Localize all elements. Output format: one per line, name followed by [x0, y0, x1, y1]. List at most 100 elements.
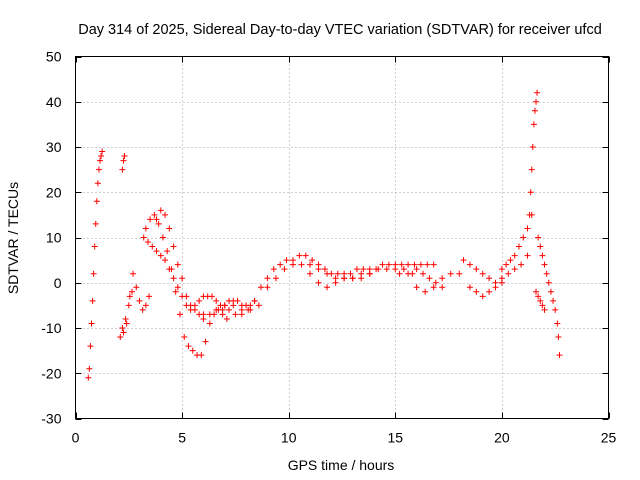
data-point: [473, 266, 480, 273]
data-point: [353, 266, 360, 273]
data-point: [439, 275, 446, 282]
data-point: [272, 275, 279, 282]
data-point: [515, 243, 522, 250]
data-point: [257, 284, 264, 291]
data-point: [341, 275, 348, 282]
data-point: [92, 220, 99, 227]
data-point: [147, 216, 154, 223]
data-point: [420, 270, 427, 277]
data-point: [119, 325, 126, 331]
data-point: [400, 266, 407, 273]
y-tick-label: 30: [46, 139, 62, 155]
y-tick-label: 10: [46, 230, 62, 246]
data-point: [181, 334, 188, 341]
data-point: [153, 248, 160, 255]
data-point: [349, 275, 356, 282]
data-point: [430, 284, 437, 291]
data-point: [456, 270, 463, 277]
data-point: [530, 121, 537, 128]
data-point: [164, 248, 171, 255]
y-tick-label: 0: [54, 275, 62, 291]
data-point: [187, 302, 194, 309]
data-point: [128, 288, 135, 295]
data-point: [183, 293, 190, 300]
data-point: [537, 243, 544, 250]
data-point: [140, 234, 147, 241]
data-point: [460, 257, 467, 264]
data-point: [413, 266, 420, 273]
grid-lines: [75, 56, 610, 420]
data-point: [315, 266, 322, 273]
tick-labels: 0 5 10 15 20 25 -30 -20 -10 0 10 20 30 40 50: [41, 49, 616, 446]
data-point: [87, 343, 94, 350]
data-point: [383, 266, 390, 273]
data-point: [176, 311, 183, 318]
data-point: [121, 153, 128, 160]
data-point: [168, 266, 175, 273]
data-point: [264, 275, 271, 282]
data-point: [552, 306, 559, 313]
data-point: [202, 338, 209, 345]
data-point: [547, 288, 554, 295]
data-point: [89, 297, 96, 304]
data-point: [88, 320, 95, 327]
data-point: [155, 220, 162, 227]
data-point: [503, 261, 510, 268]
data-point: [179, 275, 186, 282]
data-point: [375, 266, 382, 273]
data-point: [398, 261, 405, 268]
data-point: [122, 315, 129, 322]
data-point: [324, 284, 331, 291]
data-point: [251, 297, 258, 304]
data-point: [524, 252, 531, 259]
data-point: [511, 252, 518, 259]
data-point: [309, 257, 316, 264]
data-point: [405, 270, 412, 277]
data-point: [498, 266, 505, 273]
data-point: [213, 306, 220, 313]
data-point: [146, 293, 153, 300]
data-point: [298, 261, 305, 268]
data-point: [255, 302, 262, 309]
data-point: [94, 180, 101, 187]
data-point: [332, 275, 339, 282]
data-point: [432, 279, 439, 286]
data-point: [208, 293, 215, 300]
data-point: [498, 279, 505, 286]
data-point: [379, 261, 386, 268]
data-point: [117, 334, 124, 341]
data-point: [172, 288, 179, 295]
data-point: [206, 311, 213, 318]
data-point: [537, 297, 544, 304]
data-point: [486, 275, 493, 282]
x-tick-label: 15: [388, 430, 404, 446]
data-point: [524, 225, 531, 232]
data-point: [232, 311, 239, 318]
data-point: [191, 306, 198, 313]
data-point: [213, 297, 220, 304]
data-point: [396, 270, 403, 277]
data-point: [541, 261, 548, 268]
data-point: [136, 297, 143, 304]
data-point: [543, 270, 550, 277]
data-point: [174, 261, 181, 268]
data-point: [334, 270, 341, 277]
data-point: [417, 261, 424, 268]
data-point: [99, 148, 106, 155]
data-point: [289, 261, 296, 268]
data-point: [200, 315, 207, 322]
x-tick-label: 25: [601, 430, 617, 446]
data-point: [120, 157, 127, 164]
data-point: [120, 329, 127, 336]
data-point: [196, 297, 203, 304]
data-point: [492, 284, 499, 291]
data-point: [166, 225, 173, 232]
data-point: [86, 365, 93, 372]
data-point: [142, 302, 149, 309]
data-point: [119, 166, 126, 173]
data-point: [264, 284, 271, 291]
data-point: [185, 343, 192, 350]
data-point: [447, 270, 454, 277]
data-point: [550, 297, 557, 304]
x-axis-label: GPS time / hours: [288, 457, 395, 473]
